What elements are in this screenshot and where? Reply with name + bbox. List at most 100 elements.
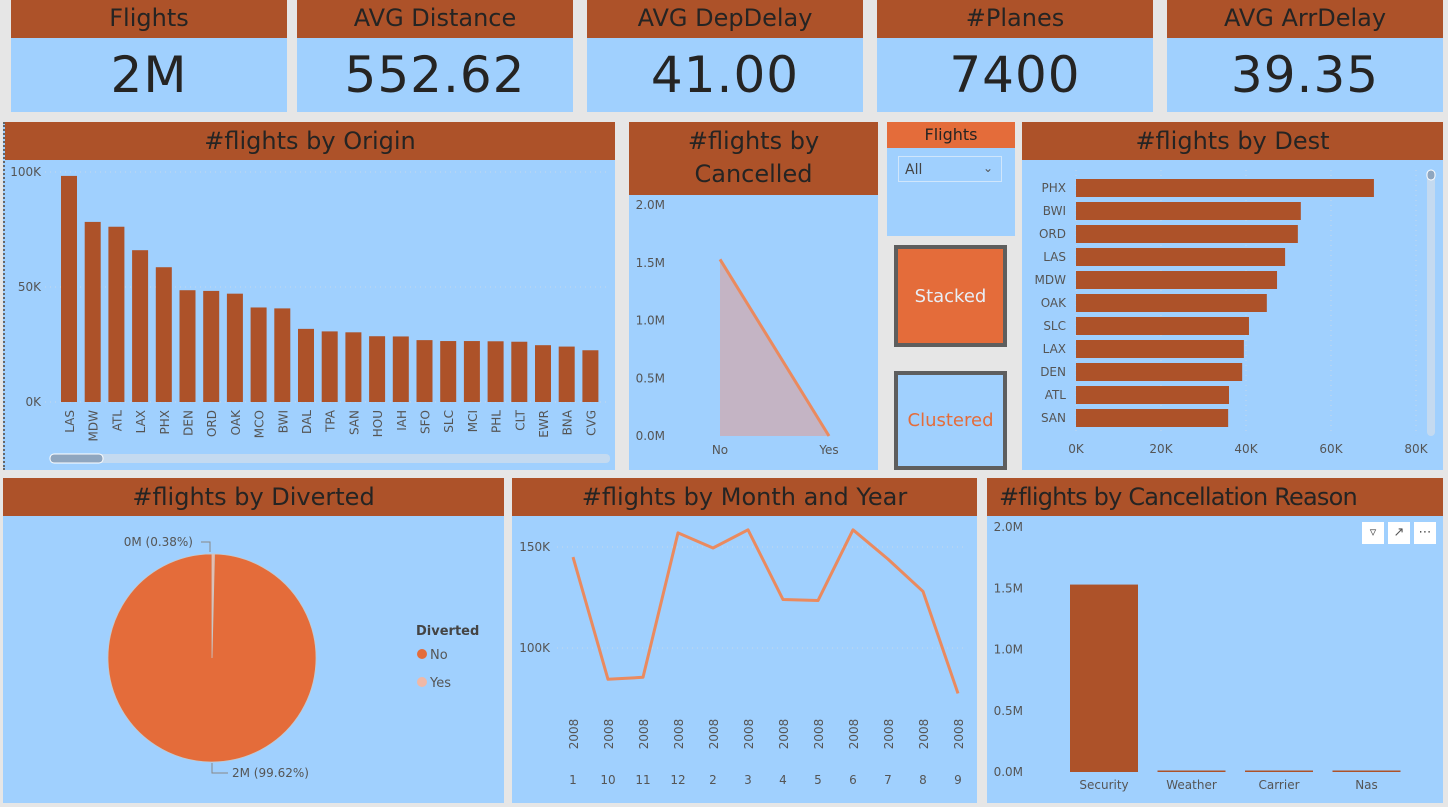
x-tick-year: 2008 <box>777 719 791 750</box>
slicer-dropdown[interactable]: All ⌄ <box>898 156 1002 182</box>
x-tick-year: 2008 <box>602 719 616 750</box>
data-label-no: 2M (99.62%) <box>232 766 309 780</box>
scrollbar-thumb[interactable] <box>49 453 104 464</box>
focus-mode-icon[interactable]: ↗ <box>1388 522 1410 544</box>
x-tick-label: EWR <box>537 410 551 438</box>
diverted-pie-chart: 0M (0.38%) 2M (99.62%) Diverted No Yes <box>107 535 479 780</box>
x-tick-label: MCI <box>466 410 480 432</box>
chart-title: #flights by Cancellation Reason <box>987 478 1443 516</box>
x-tick-label: Weather <box>1166 778 1217 792</box>
y-tick-label: ORD <box>1039 227 1066 241</box>
chart-title: #flights by Origin <box>5 122 615 160</box>
x-tick-label: PHX <box>158 410 172 434</box>
bar-bwi <box>274 308 291 402</box>
x-tick-year: 2008 <box>637 719 651 750</box>
x-tick-label: ORD <box>205 410 219 437</box>
bar-lax <box>1076 340 1244 358</box>
y-tick-label: 2.0M <box>994 520 1023 534</box>
bar-tpa <box>321 331 338 402</box>
diverted-chart-panel[interactable]: #flights by Diverted 0M (0.38%) 2M (99.62… <box>3 478 504 803</box>
y-tick-label: LAS <box>1043 250 1066 264</box>
clustered-button[interactable]: Clustered <box>894 371 1007 470</box>
bar-oak <box>226 293 243 402</box>
x-tick-month: 4 <box>779 773 787 787</box>
y-tick-label: BWI <box>1043 204 1066 218</box>
legend-item: Yes <box>429 676 451 691</box>
scrollbar-track <box>50 454 610 463</box>
x-tick-label: BNA <box>561 409 575 435</box>
kpi-avg-arrdelay: AVG ArrDelay 39.35 <box>1167 0 1443 112</box>
x-tick-label: CVG <box>584 410 598 436</box>
bar-den <box>1076 363 1243 381</box>
x-tick-label: TPA <box>324 409 338 433</box>
dest-bar-chart: 0K 20K 40K 60K 80K PHX BWI ORD LAS MDW OAK SLC LAX DE… <box>1035 169 1436 456</box>
bar-las <box>61 175 77 402</box>
slicer-title: Flights <box>887 122 1015 148</box>
x-tick-month: 10 <box>600 773 615 787</box>
y-tick-label: 2.0M <box>636 198 665 212</box>
x-tick-label: 80K <box>1404 442 1428 456</box>
y-tick-label: LAX <box>1043 342 1066 356</box>
legend-title: Diverted <box>416 624 479 639</box>
leader-line <box>211 763 228 774</box>
stacked-button-label: Stacked <box>914 285 987 307</box>
cancelled-area-chart: 0.0M 0.5M 1.0M 1.5M 2.0M No Yes <box>636 198 839 457</box>
bar-den <box>179 290 196 402</box>
cancelled-chart-panel[interactable]: #flights by Cancelled 0.0M 0.5M 1.0M 1.5M 2.… <box>629 122 878 470</box>
kpi-value: 39.35 <box>1230 46 1380 104</box>
y-tick-label: 1.5M <box>636 256 665 270</box>
x-tick-year: 2008 <box>952 719 966 750</box>
kpi-value: 41.00 <box>650 46 800 104</box>
bar-lax <box>132 250 149 402</box>
y-tick-label: 0.5M <box>636 371 665 385</box>
bar-dal <box>298 328 314 402</box>
x-tick-label: HOU <box>371 410 385 437</box>
kpi-avg-depdelay: AVG DepDelay 41.00 <box>587 0 863 112</box>
scrollbar-thumb[interactable] <box>1426 169 1436 181</box>
x-tick-label: OAK <box>229 409 243 435</box>
bar-weather <box>1157 770 1226 772</box>
x-tick-year: 2008 <box>567 719 581 750</box>
dest-chart-panel[interactable]: #flights by Dest 0K 20K 40K 60K 80K PHX BWI ORD… <box>1022 122 1443 470</box>
x-tick-label: ATL <box>110 410 124 432</box>
x-tick-label: DEN <box>182 410 196 436</box>
y-tick-label: ATL <box>1045 388 1067 402</box>
x-tick-month: 2 <box>709 773 717 787</box>
x-tick-label: Carrier <box>1258 778 1299 792</box>
x-tick-label: BWI <box>276 410 290 433</box>
kpi-value: 7400 <box>949 46 1081 104</box>
x-tick-label: 40K <box>1234 442 1258 456</box>
stacked-button[interactable]: Stacked <box>894 245 1007 347</box>
y-tick-label: 100K <box>519 641 551 655</box>
y-tick-label: 0K <box>25 395 42 409</box>
x-tick-year: 2008 <box>742 719 756 750</box>
x-tick-label: LAS <box>63 410 77 433</box>
y-tick-label: OAK <box>1041 296 1067 310</box>
legend-item: No <box>430 648 448 663</box>
month-chart-panel[interactable]: #flights by Month and Year 100K 150K 2008 1… <box>512 478 977 803</box>
bar-slc <box>440 341 457 402</box>
x-tick-label: DAL <box>300 410 314 434</box>
kpi-title: AVG Distance <box>297 0 573 38</box>
y-tick-label: 150K <box>519 540 551 554</box>
kpi-avg-distance: AVG Distance 552.62 <box>297 0 573 112</box>
origin-chart-panel[interactable]: #flights by Origin 0K 50K 100K LAS MDW ATL LAX… <box>3 122 615 470</box>
bar-las <box>1076 248 1286 266</box>
filter-icon[interactable]: ▿ <box>1362 522 1384 544</box>
kpi-title: AVG ArrDelay <box>1167 0 1443 38</box>
x-tick-label: 20K <box>1149 442 1173 456</box>
bar-ord <box>203 290 220 402</box>
y-tick-label: 0.0M <box>994 765 1023 779</box>
visual-header-icons: ▿ ↗ ⋯ <box>1362 522 1436 544</box>
x-tick-month: 7 <box>884 773 892 787</box>
y-tick-label: MDW <box>1035 273 1067 287</box>
bar-sfo <box>416 340 433 402</box>
x-tick-year: 2008 <box>707 719 721 750</box>
more-options-icon[interactable]: ⋯ <box>1414 522 1436 544</box>
bar-san <box>1076 409 1229 427</box>
y-tick-label: 0.0M <box>636 429 665 443</box>
x-tick-year: 2008 <box>847 719 861 750</box>
y-tick-label: 1.0M <box>994 643 1023 657</box>
bar-mdw <box>84 221 101 402</box>
kpi-value: 2M <box>110 46 188 104</box>
